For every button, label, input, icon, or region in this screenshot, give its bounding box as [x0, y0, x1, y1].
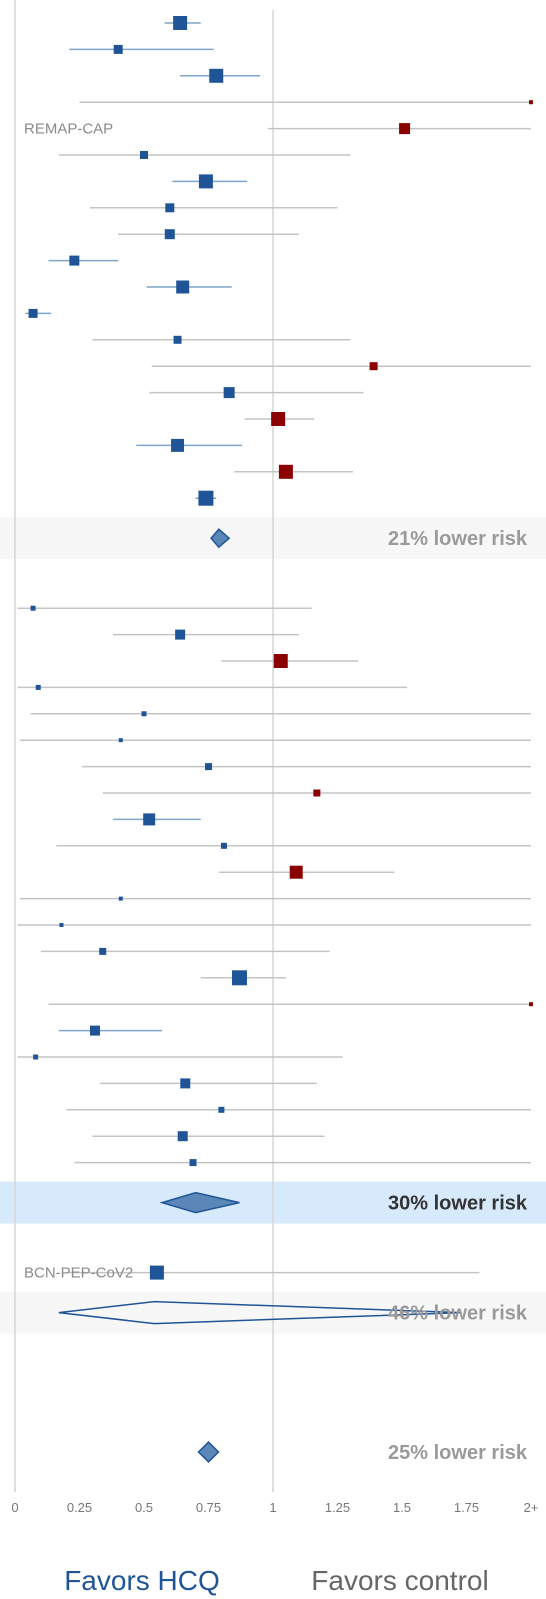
- study-point-marker: [118, 738, 123, 743]
- study-point-marker: [149, 1265, 164, 1280]
- x-tick-label: 1.5: [393, 1500, 411, 1515]
- x-tick-label: 1.75: [454, 1500, 479, 1515]
- study-point-marker: [143, 813, 156, 826]
- study-point-marker: [176, 280, 190, 294]
- study-point-marker: [189, 1159, 197, 1167]
- pooled-estimate-diamond: [210, 528, 231, 549]
- study-label: BCN-PEP-CoV2: [24, 1265, 133, 1282]
- study-point-marker: [313, 789, 321, 797]
- study-point-marker: [89, 1025, 100, 1036]
- mark-layer: REMAP-CAP 21% lower risk 30% lower risk BCN…: [11, 16, 538, 1596]
- study-point-marker: [30, 605, 36, 611]
- favors-control-label: Favors control: [311, 1565, 488, 1596]
- x-tick-label: 0.5: [135, 1500, 153, 1515]
- study-point-marker: [231, 970, 247, 986]
- study-point-marker: [278, 464, 293, 479]
- study-point-marker: [273, 654, 288, 668]
- favors-hcq-label: Favors HCQ: [64, 1565, 220, 1596]
- x-tick-label: 0.75: [196, 1500, 221, 1515]
- study-point-marker: [289, 865, 303, 879]
- study-point-marker: [209, 68, 224, 83]
- x-tick-label: 1.25: [325, 1500, 350, 1515]
- pooled-estimate-diamond: [159, 1191, 240, 1214]
- study-point-marker: [173, 335, 182, 344]
- group-summary-text: 21% lower risk: [388, 528, 528, 550]
- study-point-marker: [69, 255, 80, 266]
- study-point-marker: [175, 629, 186, 640]
- study-point-marker: [140, 151, 148, 159]
- study-point-marker: [529, 100, 533, 105]
- group-summary-text: 46% lower risk: [388, 1303, 528, 1325]
- group-summary-text: 30% lower risk: [388, 1193, 528, 1215]
- overall-summary-text: 25% lower risk: [388, 1442, 528, 1464]
- study-point-marker: [369, 362, 378, 371]
- study-point-marker: [113, 44, 123, 54]
- study-point-marker: [28, 308, 38, 318]
- study-point-marker: [141, 711, 147, 717]
- study-point-marker: [173, 16, 188, 30]
- x-tick-label: 2+: [524, 1500, 539, 1515]
- study-point-marker: [177, 1131, 188, 1142]
- study-point-marker: [118, 896, 123, 901]
- study-point-marker: [35, 684, 41, 690]
- overall-estimate-diamond: [197, 1440, 220, 1464]
- study-point-marker: [171, 438, 185, 452]
- study-point-marker: [271, 412, 286, 426]
- study-point-marker: [529, 1002, 533, 1007]
- study-label: REMAP-CAP: [24, 121, 113, 138]
- x-tick-label: 0: [11, 1500, 18, 1515]
- study-point-marker: [164, 229, 175, 240]
- gridline-layer: [14, 0, 274, 1492]
- pooled-estimate-diamond: [58, 1300, 462, 1325]
- study-point-marker: [220, 842, 227, 849]
- study-point-marker: [218, 1106, 225, 1113]
- study-point-marker: [205, 763, 212, 771]
- x-tick-label: 1: [269, 1500, 276, 1515]
- study-point-marker: [223, 387, 235, 399]
- study-point-marker: [59, 923, 64, 927]
- study-point-marker: [99, 947, 107, 955]
- study-point-marker: [198, 490, 214, 506]
- x-tick-label: 0.25: [67, 1500, 92, 1515]
- study-point-marker: [399, 123, 411, 135]
- study-point-marker: [198, 174, 213, 189]
- study-point-marker: [33, 1054, 39, 1060]
- study-point-marker: [180, 1078, 191, 1089]
- study-point-marker: [165, 203, 175, 213]
